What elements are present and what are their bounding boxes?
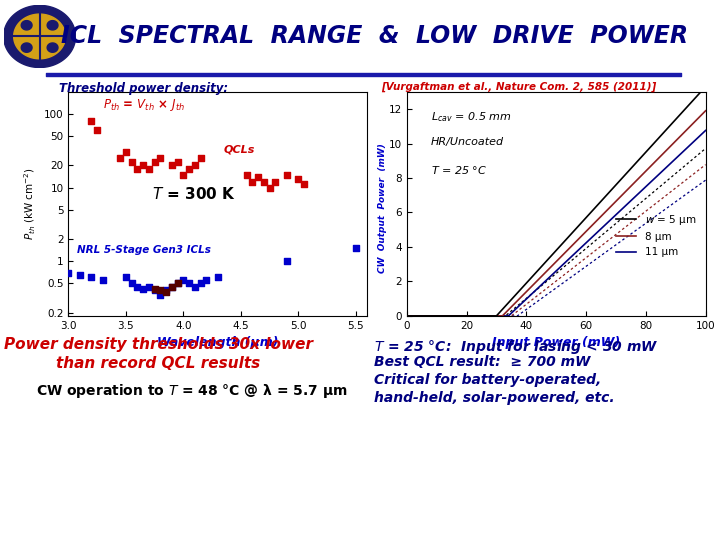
Point: [184, 164, 195, 173]
Point: [126, 158, 138, 167]
Text: HR/Uncoated: HR/Uncoated: [431, 137, 504, 147]
Polygon shape: [14, 14, 66, 59]
Point: [350, 244, 361, 253]
Point: [298, 180, 310, 189]
Point: [143, 282, 155, 291]
Point: [212, 273, 223, 282]
Point: [264, 183, 275, 192]
Point: [138, 285, 149, 293]
Text: $L_{cav}$ = 0.5 mm: $L_{cav}$ = 0.5 mm: [431, 110, 511, 124]
Point: [172, 279, 184, 288]
Point: [120, 273, 132, 282]
Polygon shape: [4, 5, 76, 68]
Y-axis label: $P_{th}$ (kW cm$^{-2}$): $P_{th}$ (kW cm$^{-2}$): [23, 167, 38, 240]
Text: $T$ = 300 K: $T$ = 300 K: [152, 186, 236, 202]
Text: QCLs: QCLs: [224, 144, 255, 154]
Polygon shape: [22, 43, 32, 52]
Point: [240, 170, 252, 179]
Point: [166, 161, 178, 170]
Point: [120, 148, 132, 157]
Text: [Vurgaftman et al., Nature Com. 2, 585 (2011)]: [Vurgaftman et al., Nature Com. 2, 585 (…: [381, 82, 656, 92]
Point: [281, 170, 292, 179]
Text: Threshold power density:: Threshold power density:: [60, 82, 228, 95]
Point: [166, 282, 178, 291]
Text: $T$ = 25 °C:  Input for lasing < 30 mW: $T$ = 25 °C: Input for lasing < 30 mW: [374, 338, 659, 355]
Point: [178, 170, 189, 179]
Point: [292, 175, 304, 184]
Point: [172, 158, 184, 167]
Point: [86, 117, 97, 125]
Point: [281, 257, 292, 266]
Point: [97, 276, 109, 285]
Point: [195, 154, 207, 163]
Point: [195, 279, 207, 288]
Text: $T$ = 25 °C: $T$ = 25 °C: [431, 164, 487, 176]
Polygon shape: [48, 43, 58, 52]
Text: CW  Output  Power  (mW): CW Output Power (mW): [379, 143, 387, 273]
Text: Best QCL result:  ≥ 700 mW: Best QCL result: ≥ 700 mW: [374, 355, 591, 369]
Point: [63, 268, 74, 277]
Point: [132, 164, 143, 173]
Text: NRL 5-Stage Gen3 ICLs: NRL 5-Stage Gen3 ICLs: [77, 245, 211, 255]
Point: [184, 279, 195, 288]
Point: [269, 177, 281, 186]
Point: [258, 177, 269, 186]
Text: CW operation to $T$ = 48 °C @ λ = 5.7 μm: CW operation to $T$ = 48 °C @ λ = 5.7 μm: [36, 382, 348, 400]
Point: [155, 154, 166, 163]
Text: $P_{th}$ = $V_{th}$ × $J_{th}$: $P_{th}$ = $V_{th}$ × $J_{th}$: [103, 97, 185, 113]
Text: Critical for battery-operated,: Critical for battery-operated,: [374, 373, 602, 387]
Point: [189, 282, 201, 291]
Point: [166, 282, 178, 291]
Text: ICL  SPECTRAL  RANGE  &  LOW  DRIVE  POWER: ICL SPECTRAL RANGE & LOW DRIVE POWER: [60, 24, 688, 48]
Point: [246, 177, 258, 186]
Point: [189, 161, 201, 170]
Point: [114, 154, 126, 163]
Polygon shape: [48, 21, 58, 30]
Polygon shape: [22, 21, 32, 30]
Text: than record QCL results: than record QCL results: [56, 356, 261, 372]
Point: [91, 126, 103, 134]
X-axis label: Wavelength (μm): Wavelength (μm): [157, 336, 279, 349]
Point: [143, 164, 155, 173]
Point: [149, 158, 161, 167]
Point: [201, 276, 212, 285]
Point: [161, 288, 172, 296]
Point: [149, 286, 161, 295]
Point: [86, 273, 97, 282]
Point: [132, 282, 143, 291]
X-axis label: Input Power (mW): Input Power (mW): [492, 336, 621, 349]
Text: hand-held, solar-powered, etc.: hand-held, solar-powered, etc.: [374, 391, 615, 405]
Point: [161, 286, 172, 295]
Point: [126, 279, 138, 288]
Point: [149, 285, 161, 293]
Legend: $w$ = 5 μm, 8 μm, 11 μm: $w$ = 5 μm, 8 μm, 11 μm: [611, 208, 701, 261]
Point: [155, 291, 166, 299]
Point: [138, 161, 149, 170]
Point: [74, 271, 86, 279]
Point: [178, 276, 189, 285]
Point: [252, 172, 264, 181]
Point: [155, 286, 166, 295]
Text: Power density thresholds 30x lower: Power density thresholds 30x lower: [4, 338, 313, 353]
Point: [172, 279, 184, 288]
